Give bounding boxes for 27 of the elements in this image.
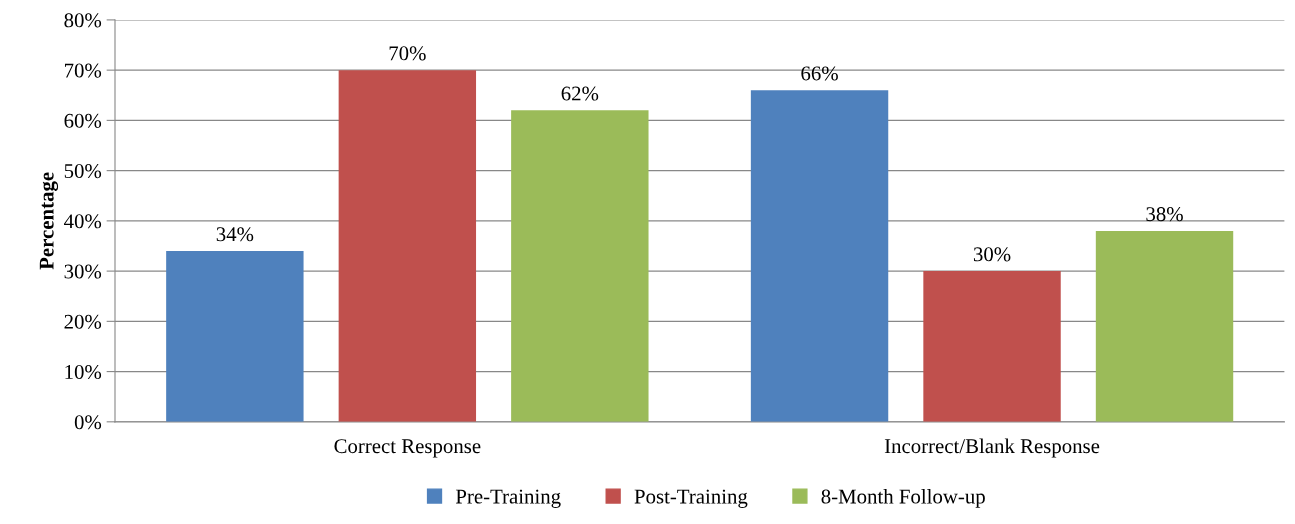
data-label: 30% (973, 247, 1011, 262)
data-label: 62% (561, 86, 599, 101)
data-label: 34% (216, 227, 254, 242)
data-label: 66% (801, 66, 838, 81)
y-axis-title: Percentage (39, 172, 59, 270)
y-tick-label: 70% (64, 63, 102, 78)
data-label: 38% (1146, 207, 1183, 222)
bar (750, 90, 889, 422)
legend-label: Pre-Training (455, 489, 561, 508)
x-tick-label: Incorrect/Blank Response (884, 438, 1100, 458)
legend-label: Post-Training (634, 489, 748, 508)
y-tick-label: 80% (64, 13, 102, 28)
legend-label: 8-Month Follow-up (821, 488, 985, 508)
data-label: 70% (389, 46, 426, 61)
bar (166, 251, 304, 422)
y-tick-label: 30% (64, 264, 102, 279)
y-tick-label: 40% (64, 214, 102, 229)
y-tick-label: 0% (74, 415, 102, 430)
y-tick-label: 60% (64, 113, 102, 128)
y-tick-label: 10% (65, 364, 102, 380)
bar (511, 110, 649, 422)
x-tick-label: Correct Response (334, 439, 481, 458)
bar (923, 271, 1061, 422)
bar (338, 70, 477, 422)
bar (1095, 230, 1234, 422)
y-tick-label: 20% (64, 314, 102, 329)
y-tick-label: 50% (64, 164, 102, 179)
